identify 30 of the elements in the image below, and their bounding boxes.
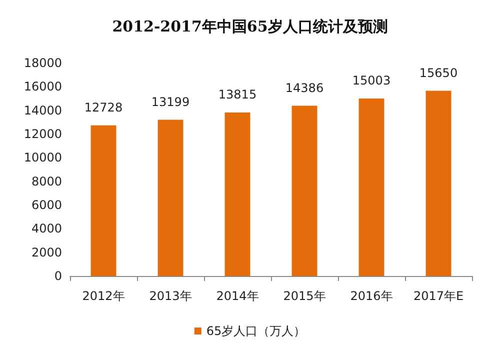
bar (358, 98, 384, 276)
x-tick-label: 2015年 (283, 289, 326, 303)
x-tick-label: 2013年 (149, 289, 192, 303)
y-tick-label: 8000 (31, 174, 62, 188)
bar (426, 90, 452, 276)
data-label: 15650 (419, 66, 458, 80)
y-tick-label: 18000 (24, 56, 62, 70)
y-tick-label: 4000 (31, 222, 62, 236)
y-tick-label: 0 (54, 269, 62, 283)
data-label: 15003 (352, 73, 391, 88)
bar (90, 125, 116, 276)
bar (224, 112, 250, 276)
data-label: 14386 (285, 80, 324, 95)
x-tick-label: 2012年 (82, 289, 125, 303)
bar (158, 120, 184, 276)
chart-title: 2012-2017年中国65岁人口统计及预测 (112, 18, 388, 36)
y-tick-label: 2000 (31, 245, 62, 260)
legend-label: 65岁人口（万人） (206, 324, 306, 338)
y-tick-label: 14000 (24, 103, 62, 118)
y-tick-label: 12000 (24, 127, 62, 141)
y-tick-label: 16000 (24, 80, 62, 94)
data-label: 13199 (151, 94, 190, 109)
x-tick-label: 2014年 (216, 289, 259, 303)
bar (292, 106, 318, 276)
x-tick-label: 2017年E (413, 289, 464, 303)
x-tick-label: 2016年 (350, 289, 393, 303)
data-label: 13815 (218, 88, 257, 102)
y-tick-label: 6000 (31, 198, 62, 212)
y-tick-label: 10000 (24, 150, 62, 165)
data-label: 12728 (84, 100, 123, 114)
